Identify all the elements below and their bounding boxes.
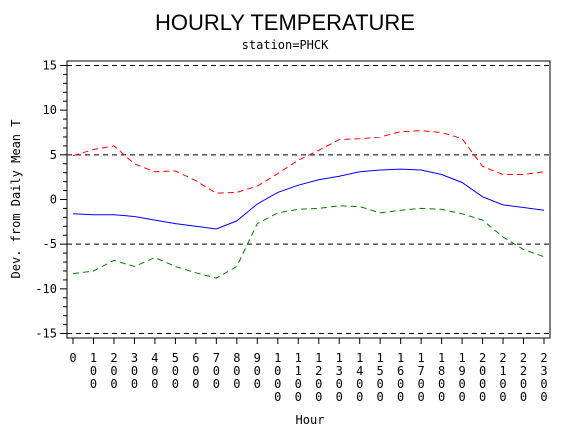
chart-title: HOURLY TEMPERATURE [155, 10, 415, 35]
x-axis-label: Hour [296, 413, 325, 427]
x-tick-label: 0 [69, 351, 76, 365]
series-line-1 [72, 168, 545, 230]
x-axis: 0 1 0 0 2 0 0 3 0 0 4 0 0 5 0 0 6 0 0 7 0 0 8 0 0 9 0 0 1 0 0 0 1 1 0 0 1 2 0 0… [69, 338, 548, 404]
y-tick-label: 0 [50, 193, 57, 207]
plot-frame [66, 60, 551, 339]
y-axis: -15 -10 -5 0 5 10 15 [35, 58, 67, 341]
y-tick-label: -5 [43, 237, 57, 251]
reference-lines [67, 64, 550, 335]
chart-subtitle: station=PHCK [242, 38, 329, 52]
y-tick-label: 15 [43, 58, 57, 72]
y-tick-label: -15 [35, 327, 57, 341]
data-series [72, 130, 545, 279]
y-tick-label: 5 [50, 148, 57, 162]
series-line-2 [72, 205, 545, 279]
series-line-0 [72, 130, 545, 194]
y-axis-label: Dev. from Daily Mean T [9, 120, 23, 279]
y-tick-label: -10 [35, 282, 57, 296]
y-tick-label: 10 [43, 103, 57, 117]
